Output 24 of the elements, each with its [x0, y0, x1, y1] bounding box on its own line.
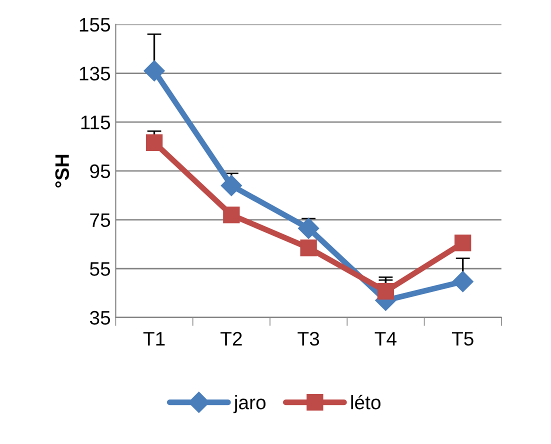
y-axis-title: °SH: [55, 154, 70, 188]
x-tick-label: T4: [374, 332, 396, 346]
point: [223, 206, 240, 224]
y-tick-label: 75: [90, 213, 110, 228]
point: [452, 271, 474, 292]
point: [454, 234, 472, 252]
x-tick-label: T3: [298, 332, 320, 346]
point: [377, 282, 394, 300]
legend-label: jaro: [233, 395, 266, 414]
y-tick-label: 95: [90, 164, 110, 178]
y-tick-label: 135: [80, 66, 110, 80]
x-tick-label: T5: [452, 332, 474, 346]
x-tick-label: T2: [220, 332, 242, 346]
point: [220, 175, 242, 196]
point: [300, 240, 317, 256]
y-tick-label: 55: [90, 262, 110, 276]
y-tick-label: 115: [81, 116, 110, 130]
legend-label: léto: [351, 394, 380, 410]
point: [146, 134, 163, 151]
point: [298, 218, 320, 239]
x-tick-label: T1: [143, 332, 165, 346]
y-tick-label: 35: [90, 310, 110, 325]
point: [144, 60, 165, 82]
y-tick-label: 155: [80, 18, 110, 32]
